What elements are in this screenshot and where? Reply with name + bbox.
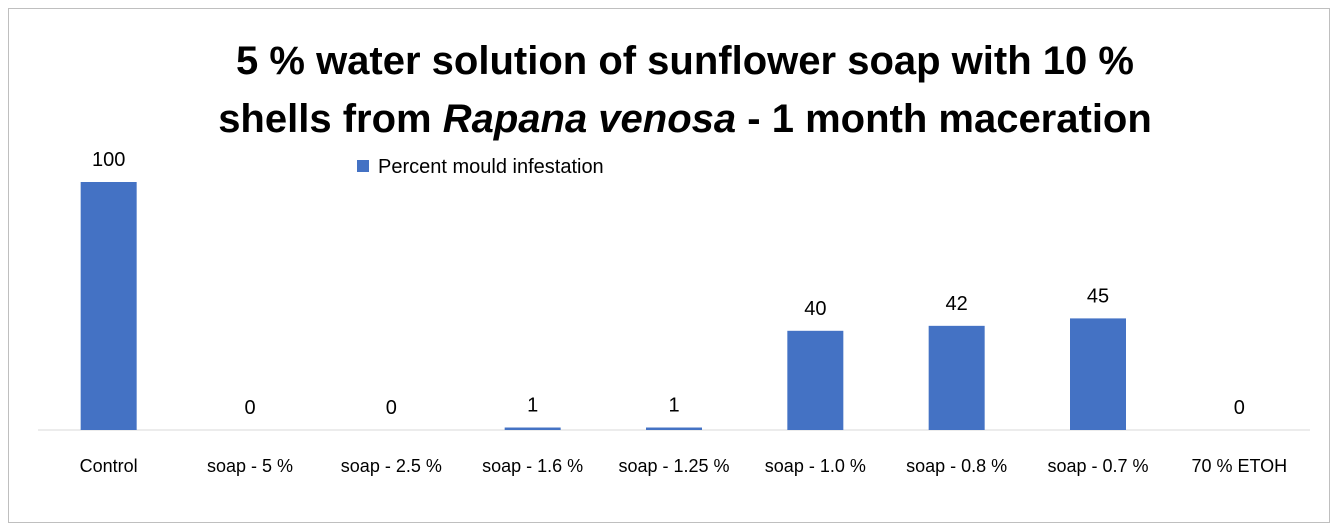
data-label: 0 xyxy=(244,397,255,419)
data-label: 100 xyxy=(92,149,125,171)
chart-title: shells from Rapana venosa - 1 month mace… xyxy=(218,97,1152,141)
x-tick-label: soap - 0.7 % xyxy=(1047,456,1148,476)
x-tick-label: soap - 1.0 % xyxy=(765,456,866,476)
data-label: 1 xyxy=(527,395,538,417)
chart-title: 5 % water solution of sunflower soap wit… xyxy=(236,39,1134,83)
bar xyxy=(646,427,702,430)
x-tick-label: soap - 1.6 % xyxy=(482,456,583,476)
data-label: 42 xyxy=(946,293,968,315)
data-label: 0 xyxy=(1234,397,1245,419)
x-tick-label: 70 % ETOH xyxy=(1191,456,1287,476)
data-label: 0 xyxy=(386,397,397,419)
x-tick-label: Control xyxy=(80,456,138,476)
title-part: 5 % water solution of sunflower soap wit… xyxy=(236,39,1134,83)
title-part: Rapana venosa xyxy=(443,97,736,141)
data-label: 40 xyxy=(804,298,826,320)
x-tick-label: soap - 0.8 % xyxy=(906,456,1007,476)
bar xyxy=(928,325,985,430)
x-tick-label: soap - 1.25 % xyxy=(618,456,729,476)
data-label: 45 xyxy=(1087,285,1109,307)
bar xyxy=(787,330,844,430)
bar xyxy=(80,182,137,430)
data-label: 1 xyxy=(668,395,679,417)
legend-label: Percent mould infestation xyxy=(378,156,604,178)
title-part: - 1 month maceration xyxy=(736,97,1152,141)
x-tick-label: soap - 2.5 % xyxy=(341,456,442,476)
title-part: shells from xyxy=(218,97,443,141)
legend-swatch xyxy=(357,160,369,172)
x-tick-label: soap - 5 % xyxy=(207,456,293,476)
bar xyxy=(1070,318,1126,430)
bar xyxy=(504,427,561,430)
chart-border xyxy=(8,8,1330,523)
